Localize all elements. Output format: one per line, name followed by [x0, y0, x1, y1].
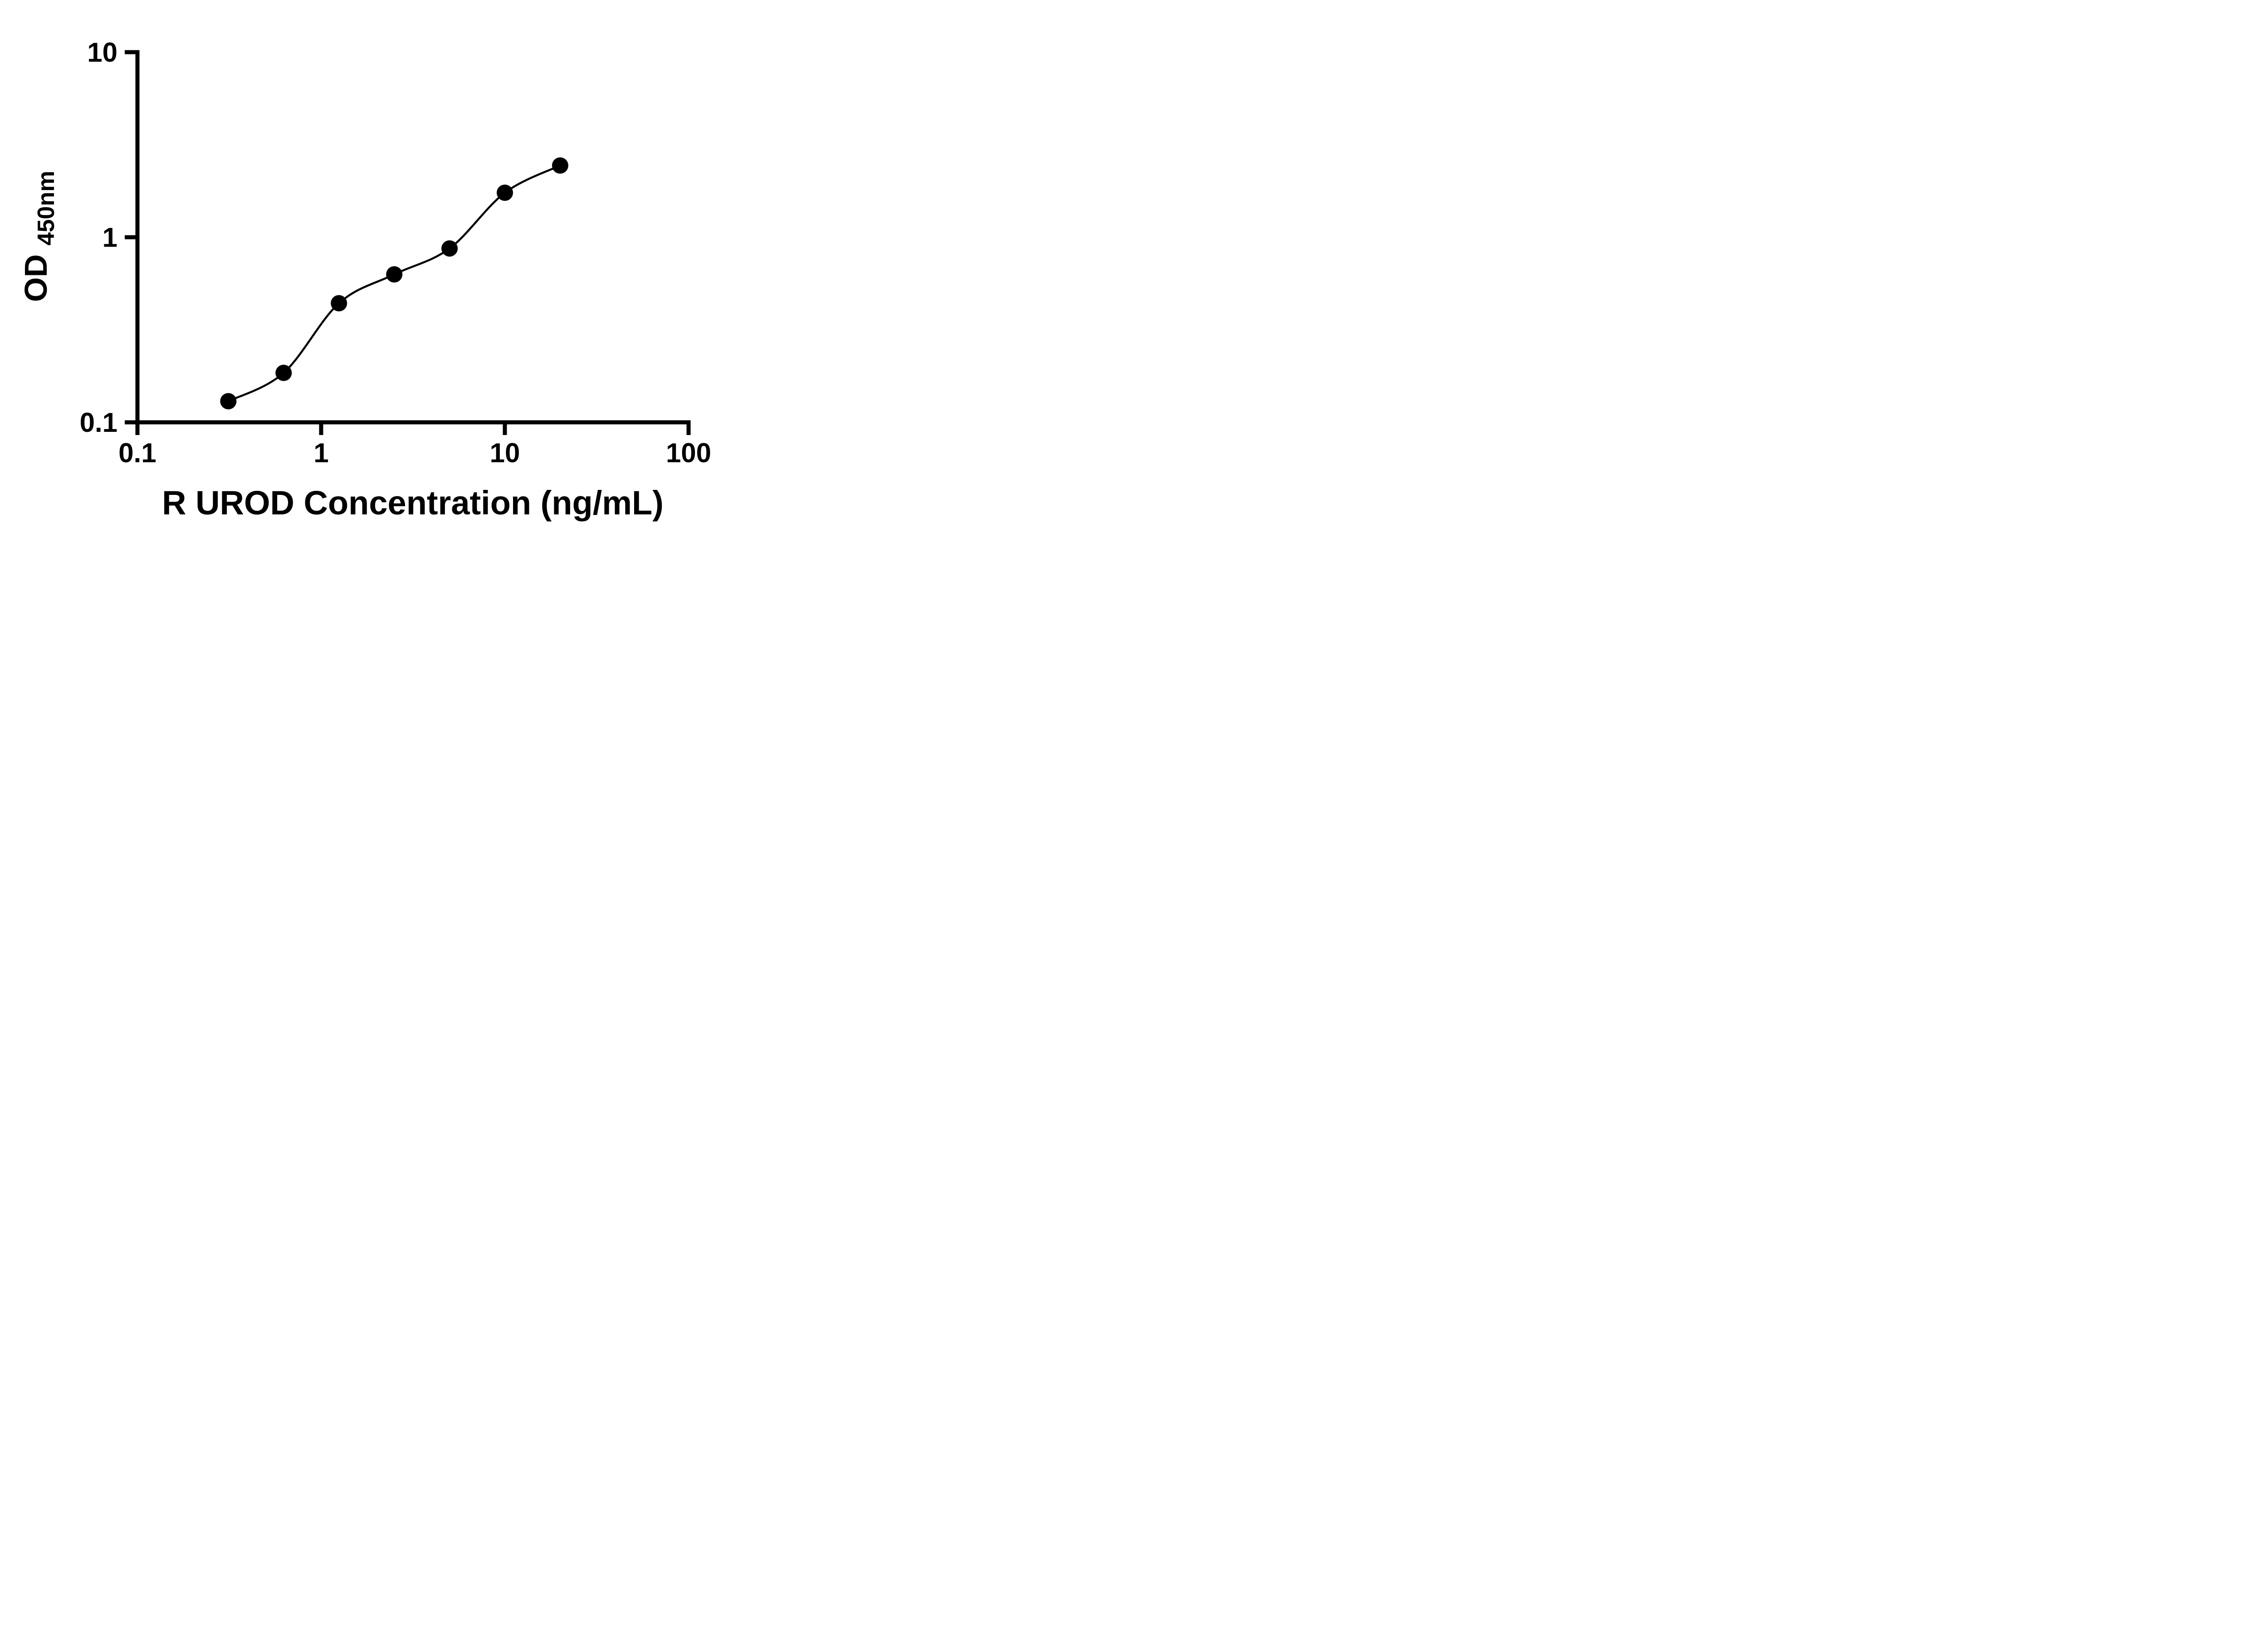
data-point [441, 240, 458, 257]
data-point [552, 157, 568, 174]
y-axis-title: OD 450nm [18, 171, 59, 302]
y-tick-label: 0.1 [80, 407, 117, 438]
x-tick-label: 1 [313, 438, 328, 468]
data-point [497, 184, 513, 201]
data-point [331, 295, 347, 312]
x-tick-label: 100 [666, 438, 711, 468]
data-point [275, 365, 292, 381]
axis-lines [135, 50, 691, 425]
y-tick-label: 1 [103, 222, 117, 253]
chart-canvas: 0.1 1 10 100 0.1 1 10 R UROD Concentration (ng… [18, 37, 711, 522]
x-tick-label: 10 [490, 438, 520, 468]
x-tick-label: 0.1 [118, 438, 156, 468]
standard-curve-figure: 0.1 1 10 100 0.1 1 10 R UROD Concentration (ng… [0, 0, 763, 544]
fit-curve [228, 164, 561, 402]
y-axis-title-main: OD [18, 254, 54, 302]
plot-layer: 0.1 1 10 100 0.1 1 10 [80, 37, 711, 468]
data-point [386, 266, 403, 283]
y-tick-label: 10 [87, 37, 117, 68]
x-axis-title: R UROD Concentration (ng/mL) [162, 484, 664, 522]
data-point [220, 393, 237, 410]
y-axis-title-subscript: 450nm [33, 171, 59, 245]
